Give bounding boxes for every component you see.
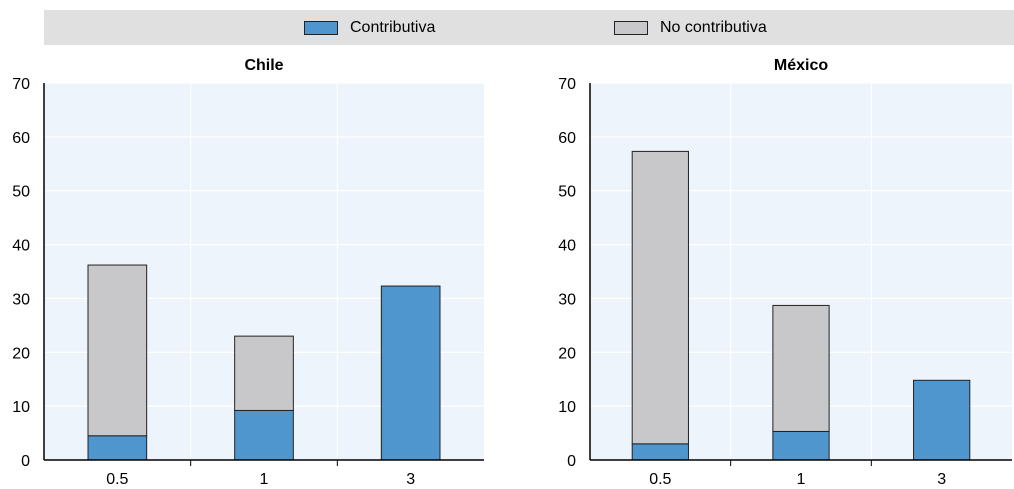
chart-title: Chile <box>244 57 283 74</box>
y-tick-label: 60 <box>558 130 576 147</box>
x-tick-label: 1 <box>260 471 269 488</box>
x-tick-label: 3 <box>406 471 415 488</box>
y-tick-label: 20 <box>558 345 576 362</box>
y-tick-label: 70 <box>12 76 30 93</box>
legend: Contributiva No contributiva <box>44 10 1014 45</box>
x-tick-label: 0.5 <box>106 471 128 488</box>
x-tick-label: 0.5 <box>649 471 671 488</box>
y-tick-label: 40 <box>12 238 30 255</box>
bar-contributiva <box>631 443 689 461</box>
y-tick-label: 70 <box>558 76 576 93</box>
y-tick-label: 0 <box>567 453 576 470</box>
bar-contributiva <box>234 409 294 461</box>
y-tick-label: 10 <box>12 399 30 416</box>
legend-label-contributiva: Contributiva <box>350 19 436 36</box>
legend-item-no-contributiva: No contributiva <box>614 18 767 38</box>
bar-no-contributiva <box>772 304 830 432</box>
legend-swatch-contributiva <box>304 21 338 35</box>
bar-contributiva <box>913 379 971 461</box>
legend-item-contributiva: Contributiva <box>304 18 435 38</box>
x-tick-label: 3 <box>937 471 946 488</box>
y-tick-label: 50 <box>558 184 576 201</box>
y-tick-label: 40 <box>558 238 576 255</box>
bar-contributiva <box>380 285 441 461</box>
y-tick-label: 30 <box>12 291 30 308</box>
bar-no-contributiva <box>631 150 689 445</box>
bar-no-contributiva <box>87 264 148 437</box>
chart-title: México <box>774 57 828 74</box>
bar-no-contributiva <box>234 335 294 411</box>
legend-label-no-contributiva: No contributiva <box>660 19 767 36</box>
y-tick-label: 0 <box>21 453 30 470</box>
y-tick-label: 60 <box>12 130 30 147</box>
legend-swatch-no-contributiva <box>614 21 648 35</box>
bar-contributiva <box>87 435 148 461</box>
y-tick-label: 20 <box>12 345 30 362</box>
x-tick-label: 1 <box>797 471 806 488</box>
y-tick-label: 10 <box>558 399 576 416</box>
y-tick-label: 30 <box>558 291 576 308</box>
bar-contributiva <box>772 430 830 461</box>
y-tick-label: 50 <box>12 184 30 201</box>
